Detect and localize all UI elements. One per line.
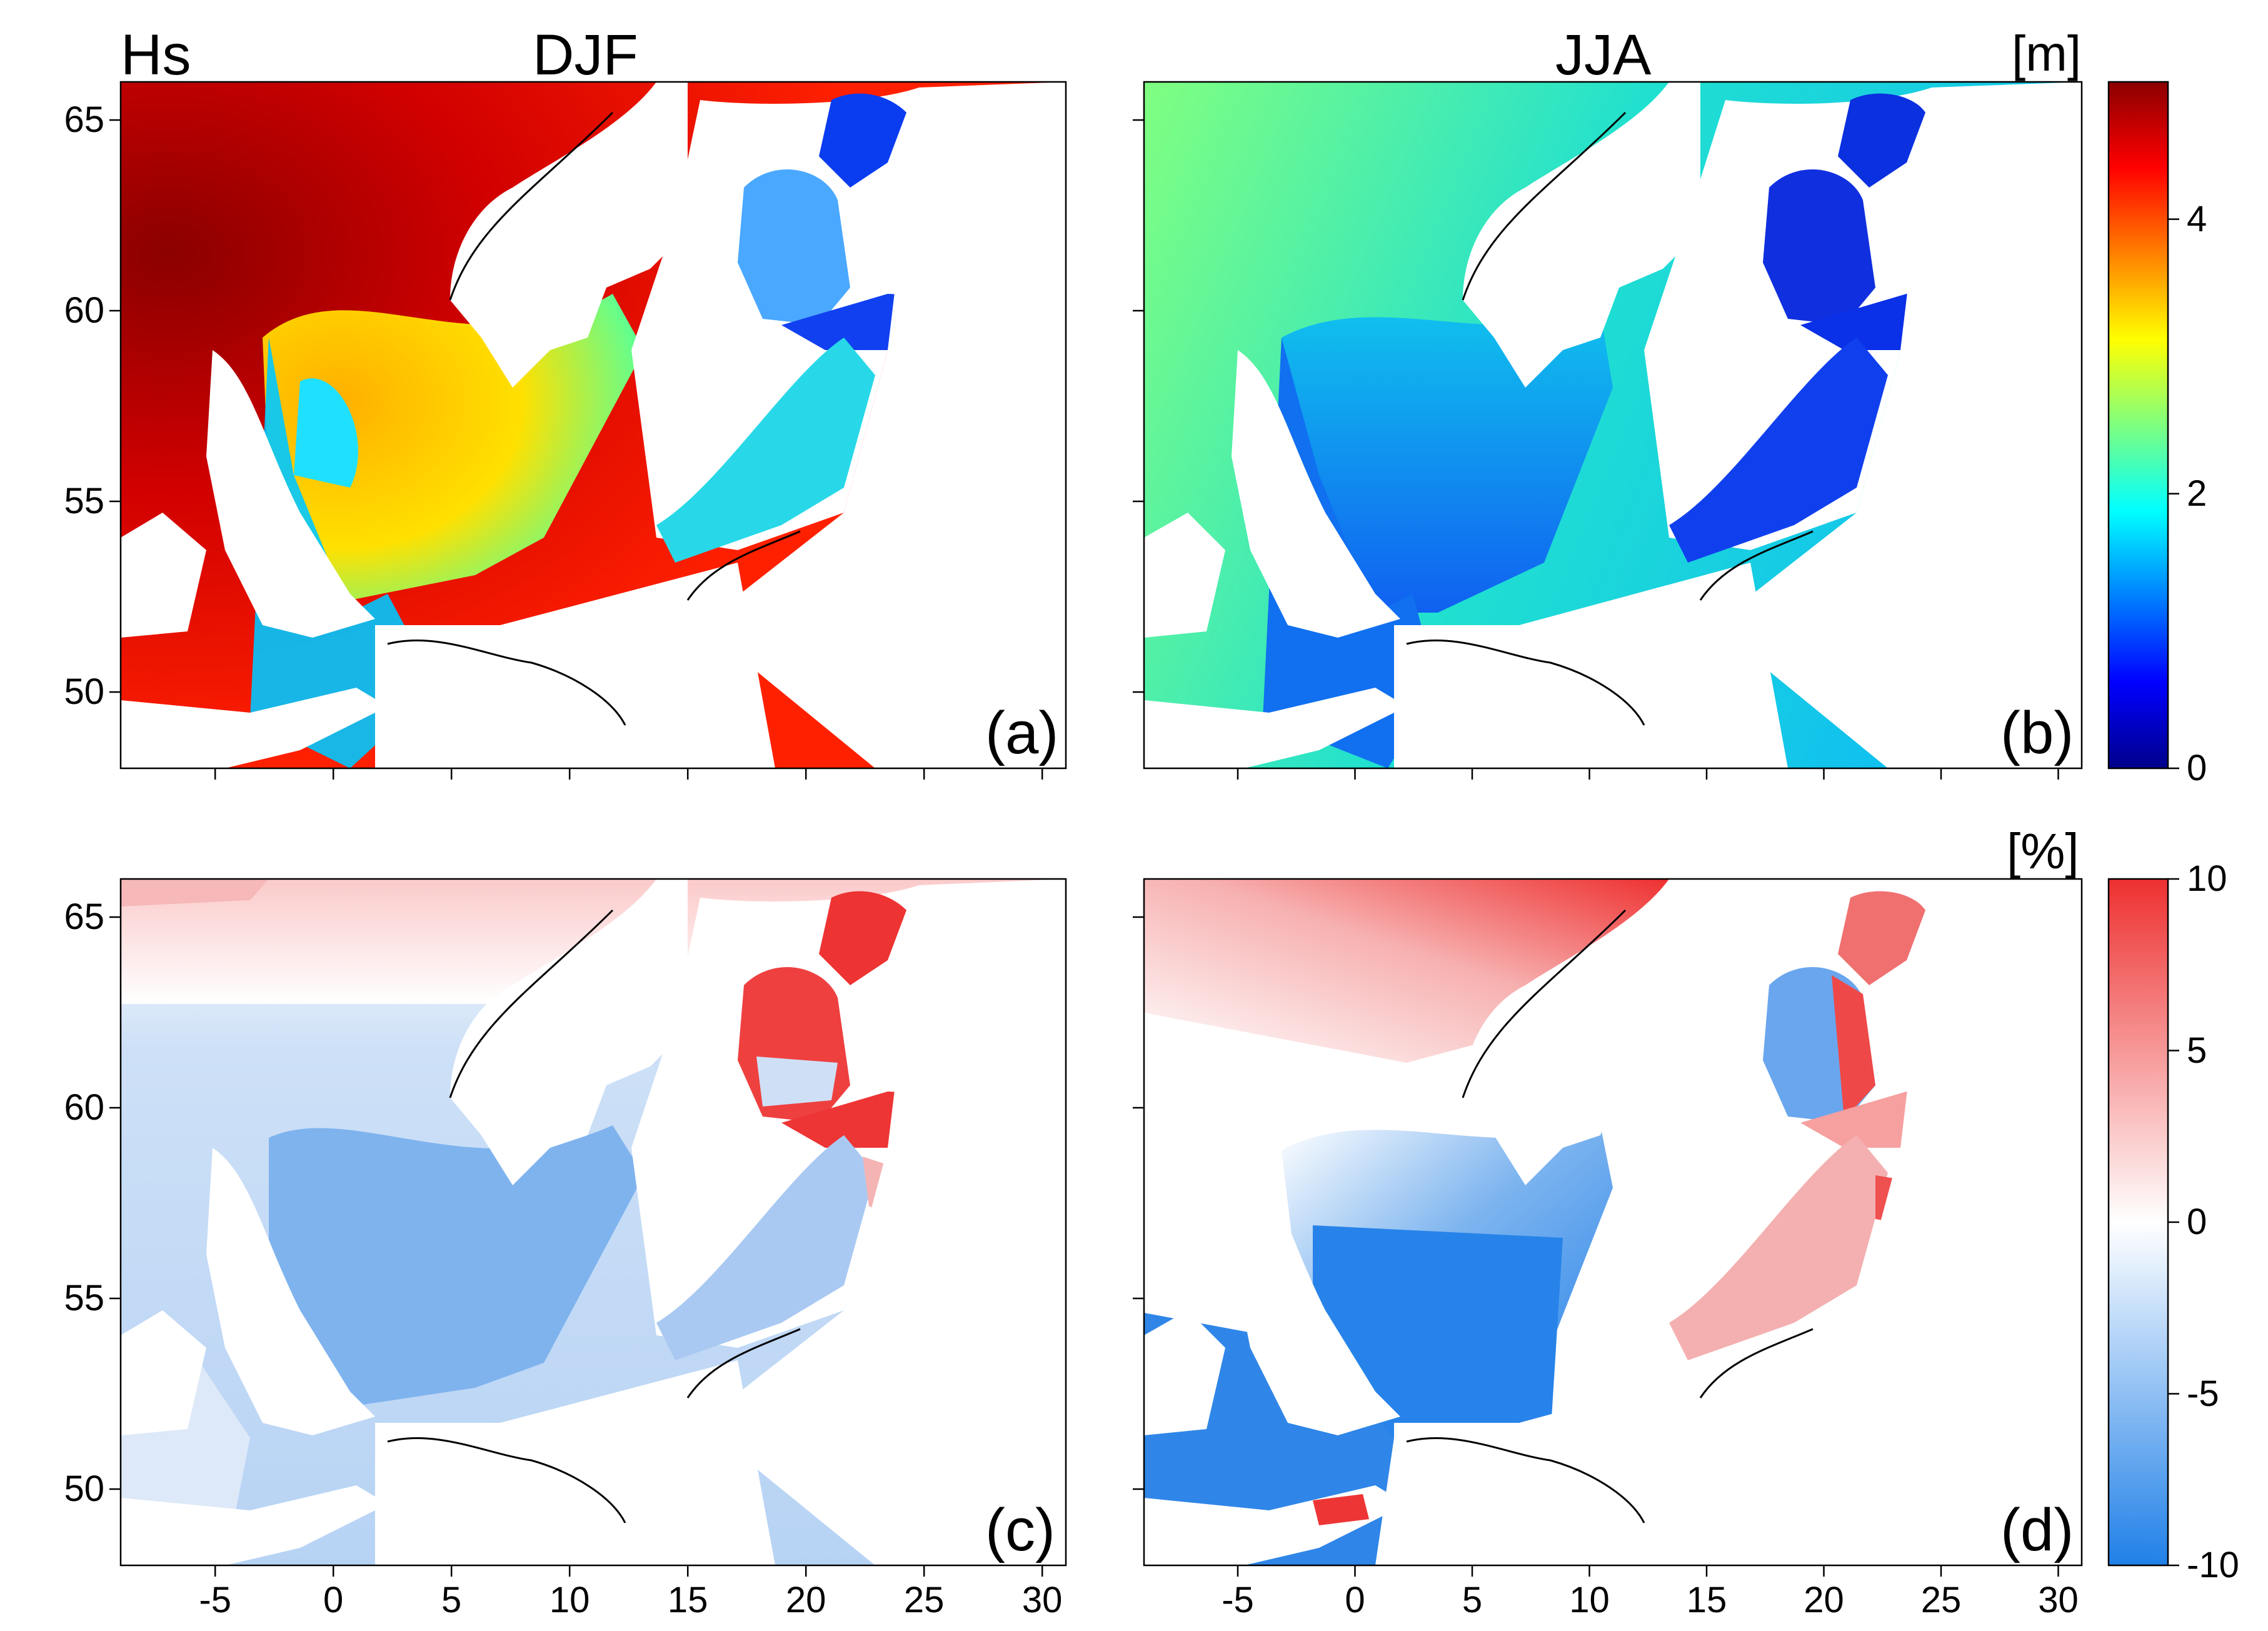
colorbar-tick-label: 0 — [2187, 1202, 2207, 1242]
panel-d — [1143, 878, 2083, 1567]
y-tick-label: 65 — [64, 99, 104, 140]
panel-label-d: (d) — [2000, 1497, 2074, 1563]
colorbar-top — [2107, 81, 2169, 770]
panel-label-b: (b) — [2000, 700, 2074, 766]
unit-label-bottom: [%] — [2007, 823, 2079, 879]
y-tick-label: 65 — [64, 896, 104, 937]
colorbar-tick-label: 10 — [2187, 858, 2227, 899]
colorbar-tick-label: 5 — [2187, 1030, 2207, 1071]
x-tick-label: 10 — [1569, 1580, 1610, 1620]
x-tick-label: 25 — [903, 1580, 945, 1620]
variable-label: Hs — [121, 23, 191, 87]
unit-label-top: [m] — [2012, 26, 2082, 81]
colorbar-tick-label: 0 — [2187, 748, 2207, 788]
season-label-left: DJF — [533, 23, 638, 87]
x-tick-label: 0 — [1345, 1580, 1365, 1620]
x-tick-label: 15 — [667, 1580, 708, 1620]
y-tick-label: 50 — [64, 1468, 104, 1509]
x-tick-label: 5 — [1462, 1580, 1483, 1620]
y-tick-label: 50 — [64, 671, 104, 712]
y-tick-label: 55 — [64, 481, 104, 521]
season-label-right: JJA — [1555, 23, 1652, 87]
x-tick-label: 15 — [1686, 1580, 1727, 1620]
x-tick-label: 30 — [2038, 1580, 2079, 1620]
panel-label-a: (a) — [985, 700, 1059, 766]
x-tick-label: -5 — [199, 1580, 231, 1620]
panel-a — [119, 81, 1067, 770]
colorbar-tick-label: -5 — [2187, 1373, 2219, 1414]
x-tick-label: 30 — [1021, 1580, 1063, 1620]
x-tick-label: 20 — [785, 1580, 826, 1620]
x-tick-label: 5 — [441, 1580, 462, 1620]
x-tick-label: 10 — [549, 1580, 590, 1620]
x-tick-label: 25 — [1920, 1580, 1962, 1620]
x-tick-label: -5 — [1222, 1580, 1254, 1620]
panel-label-c: (c) — [985, 1497, 1055, 1563]
colorbar-tick-label: 2 — [2187, 473, 2207, 514]
panel-c — [119, 878, 1067, 1567]
panel-b — [1143, 81, 2083, 770]
x-tick-label: 0 — [323, 1580, 344, 1620]
colorbar-bottom — [2107, 878, 2169, 1567]
axis-ticks — [109, 119, 2179, 1577]
y-tick-label: 60 — [64, 1087, 104, 1128]
y-tick-label: 55 — [64, 1278, 104, 1318]
x-tick-label: 20 — [1804, 1580, 1844, 1620]
y-tick-label: 60 — [64, 290, 104, 331]
colorbar-tick-label: -10 — [2187, 1545, 2239, 1585]
colorbar-tick-label: 4 — [2187, 198, 2207, 239]
